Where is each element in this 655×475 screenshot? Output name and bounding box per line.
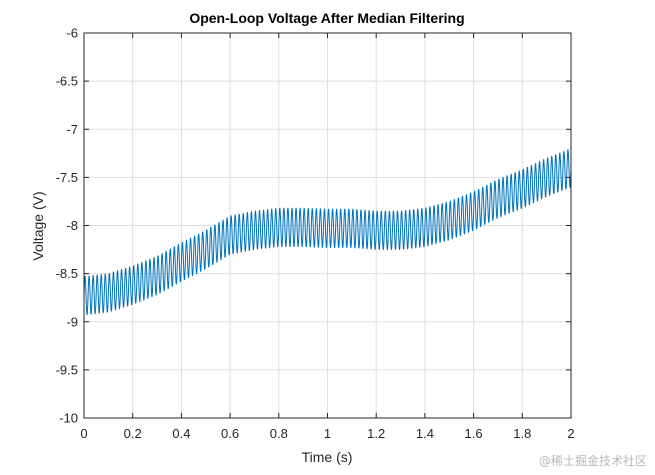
x-tick-label: 1 — [324, 426, 331, 441]
x-tick-label: 0.2 — [124, 426, 142, 441]
grid-lines — [84, 33, 571, 418]
x-tick-labels: 0 0.2 0.4 0.6 0.8 1 1.2 1.4 1.6 1.8 2 — [80, 426, 574, 441]
x-tick-label: 1.2 — [367, 426, 385, 441]
x-tick-label: 0 — [80, 426, 87, 441]
y-tick-label: -9 — [66, 314, 78, 329]
x-tick-label: 0.4 — [172, 426, 190, 441]
y-tick-label: -6 — [66, 26, 78, 41]
watermark-text: @稀土掘金技术社区 — [538, 454, 647, 468]
y-tick-label: -8.5 — [56, 266, 78, 281]
y-tick-label: -7 — [66, 122, 78, 137]
x-tick-label: 1.8 — [513, 426, 531, 441]
y-tick-label: -7.5 — [56, 170, 78, 185]
chart-title: Open-Loop Voltage After Median Filtering — [189, 10, 464, 26]
y-tick-label: -9.5 — [56, 362, 78, 377]
y-tick-labels: -10 -9.5 -9 -8.5 -8 -7.5 -7 -6.5 -6 — [56, 26, 78, 426]
x-tick-label: 2 — [567, 426, 574, 441]
x-tick-label: 1.4 — [416, 426, 434, 441]
axis-ticks — [83, 32, 572, 419]
x-tick-label: 0.8 — [270, 426, 288, 441]
y-axis-label: Voltage (V) — [30, 191, 46, 260]
y-tick-label: -8 — [66, 218, 78, 233]
x-axis-label: Time (s) — [302, 449, 353, 465]
y-tick-label: -6.5 — [56, 74, 78, 89]
series-line-voltage — [83, 149, 572, 316]
y-tick-label: -10 — [59, 411, 78, 426]
x-tick-label: 1.6 — [465, 426, 483, 441]
x-tick-label: 0.6 — [221, 426, 239, 441]
